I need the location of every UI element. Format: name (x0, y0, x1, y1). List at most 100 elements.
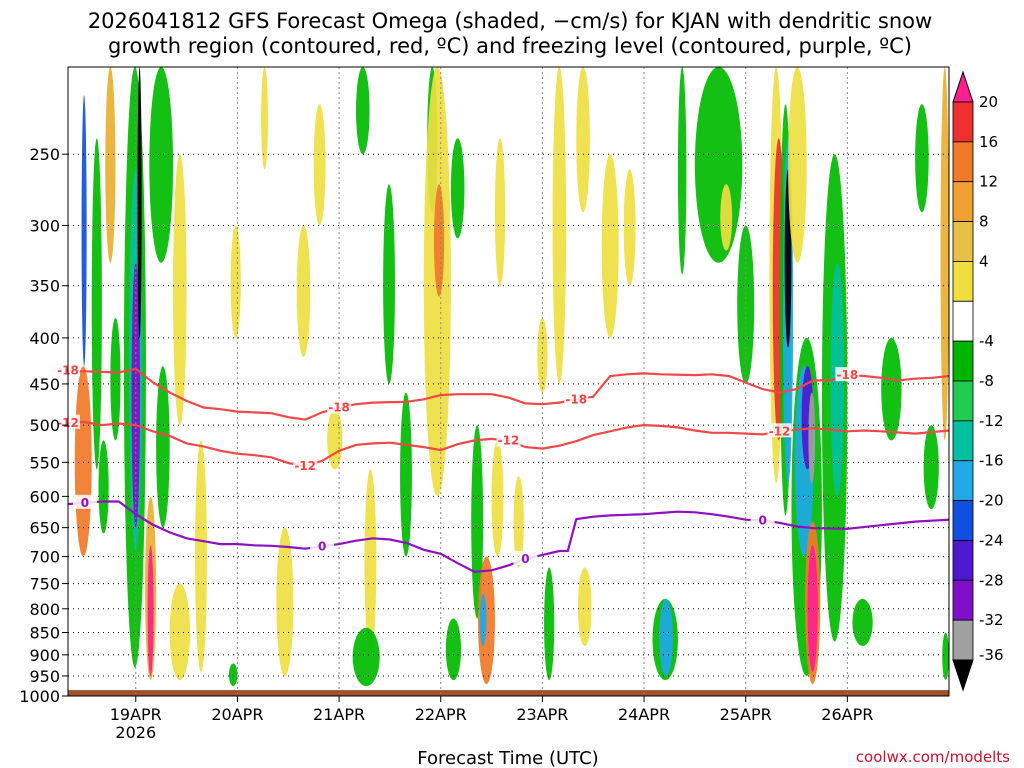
contour-label-0-1: 0 (318, 539, 326, 553)
omega-cell-28 (400, 392, 412, 557)
omega-cell-14 (173, 154, 187, 426)
omega-cell-5 (110, 317, 121, 441)
omega-cell-34 (471, 425, 484, 619)
x-tick-label-1: 20APR (211, 705, 263, 724)
contour-label-bg--18-1 (327, 399, 352, 414)
ground-surface (68, 690, 949, 696)
colorbar-box-1 (952, 101, 974, 143)
y-tick-label-750: 750 (29, 575, 60, 594)
y-tick-label-450: 450 (29, 375, 60, 394)
omega-cell-52 (737, 225, 755, 384)
x-axis-label: Forecast Time (UTC) (417, 748, 598, 768)
colorbar-box-7 (952, 340, 974, 382)
omega-cell-26 (352, 627, 380, 687)
colorbar-label-1: 16 (979, 133, 998, 151)
y-tick-label-550: 550 (29, 453, 60, 472)
omega-cell-19 (261, 67, 268, 170)
omega-cell-25 (364, 469, 377, 655)
y-tick-label-1000: 1000 (19, 687, 60, 706)
omega-cell-18 (228, 663, 238, 687)
y-tick-label-350: 350 (29, 277, 60, 296)
omega-cell-23 (327, 409, 343, 470)
omega-cell-32 (450, 138, 465, 239)
omega-cell-21 (296, 225, 311, 357)
omega-cell-58 (788, 67, 807, 263)
colorbar-box-2 (952, 141, 974, 183)
omega-cell-70 (923, 425, 939, 510)
x-tick-label-4: 23APR (516, 705, 568, 724)
colorbar-label-7: -12 (979, 412, 1004, 430)
colorbar-box-11 (952, 500, 974, 541)
omega-cell-1 (74, 366, 92, 557)
colorbar-label-12: -32 (979, 611, 1004, 629)
contour-label-bg-0-3 (750, 512, 775, 527)
contour-label--12-2: -12 (498, 433, 520, 447)
colorbar-label-6: -8 (979, 372, 994, 390)
y-tick-label-400: 400 (29, 329, 60, 348)
colorbar-box-13 (952, 579, 974, 621)
omega-cell-9 (137, 67, 142, 338)
omega-cell-17 (230, 225, 241, 338)
omega-cell-68 (881, 337, 902, 441)
colorbar-box-6 (952, 300, 974, 342)
omega-cell-72 (942, 632, 949, 681)
colorbar-label-13: -36 (979, 646, 1004, 664)
omega-cell-24 (356, 67, 370, 155)
contour-label-bg-0-0 (72, 494, 97, 509)
colorbar-label-3: 8 (979, 213, 989, 231)
omega-cell-37 (494, 138, 506, 286)
y-tick-label-700: 700 (29, 548, 60, 567)
x-tick-label-3: 22APR (415, 705, 467, 724)
omega-cell-35 (478, 556, 495, 685)
omega-cell-27 (383, 184, 395, 384)
colorbar-box-3 (952, 181, 974, 222)
x-tick-label-2: 21APR (313, 705, 365, 724)
x-tick-year: 2026 (115, 723, 156, 742)
omega-cell-46 (623, 169, 636, 286)
contour-label-bg--12-1 (293, 457, 318, 472)
chart-title-line-1: 2026041812 GFS Forecast Omega (shaded, −… (88, 9, 932, 33)
omega-cell-12 (149, 67, 174, 263)
omega-cell-62 (808, 392, 816, 484)
y-tick-label-250: 250 (29, 145, 60, 164)
credit-text: coolwx.com/modelts (856, 748, 1010, 766)
contour-line--12 (67, 420, 950, 468)
colorbar-label-0: 20 (979, 93, 998, 111)
omega-colorbar: 20 16 12 8 4 -4 -8 -12 -16 -20 -24 -28 -32 -36 (952, 70, 1004, 692)
x-tick-label-6: 25APR (720, 705, 772, 724)
colorbar-box-9 (952, 420, 974, 462)
omega-cell-11 (147, 545, 154, 676)
y-tick-label-300: 300 (29, 216, 60, 235)
x-tick-label-5: 24APR (618, 705, 670, 724)
x-tick-label-0: 19APR (110, 705, 162, 724)
y-tick-label-500: 500 (29, 416, 60, 435)
omega-cell-41 (544, 567, 555, 681)
colorbar-box-5 (952, 261, 974, 302)
omega-cell-64 (807, 545, 818, 672)
colorbar-box-8 (952, 380, 974, 422)
contour-label--18-3: -18 (837, 368, 859, 382)
contour-label-bg--12-3 (767, 423, 792, 438)
omega-cell-49 (677, 67, 687, 275)
colorbar-box-12 (952, 540, 974, 581)
omega-cell-43 (576, 67, 590, 213)
y-tick-label-650: 650 (29, 519, 60, 538)
colorbar-label-8: -16 (979, 452, 1004, 470)
omega-cell-2 (91, 138, 102, 470)
colorbar-bottom-arrow (952, 659, 974, 692)
contour-line-0 (67, 500, 950, 574)
omega-cell-16 (195, 440, 207, 672)
omega-cell-8 (131, 262, 141, 528)
omega-cell-51 (720, 184, 733, 251)
omega-cell-42 (552, 67, 567, 384)
contour-label-0-3: 0 (758, 513, 766, 527)
omega-cell-20 (276, 527, 294, 676)
omega-cell-39 (513, 476, 524, 568)
omega-cell-48 (659, 598, 673, 676)
omega-cell-67 (852, 598, 873, 647)
omega-cell-22 (313, 104, 326, 226)
y-tick-label-850: 850 (29, 623, 60, 642)
omega-cell-40 (537, 317, 548, 393)
